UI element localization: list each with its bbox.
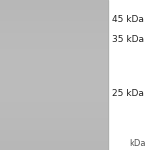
FancyBboxPatch shape (38, 91, 88, 95)
Text: 45 kDa: 45 kDa (112, 15, 144, 24)
Bar (0, 0, 108, 150)
Text: kDa: kDa (129, 140, 146, 148)
FancyBboxPatch shape (38, 17, 88, 22)
Text: 35 kDa: 35 kDa (112, 35, 144, 44)
FancyBboxPatch shape (38, 37, 88, 42)
FancyBboxPatch shape (4, 90, 47, 96)
Text: 25 kDa: 25 kDa (112, 88, 144, 98)
